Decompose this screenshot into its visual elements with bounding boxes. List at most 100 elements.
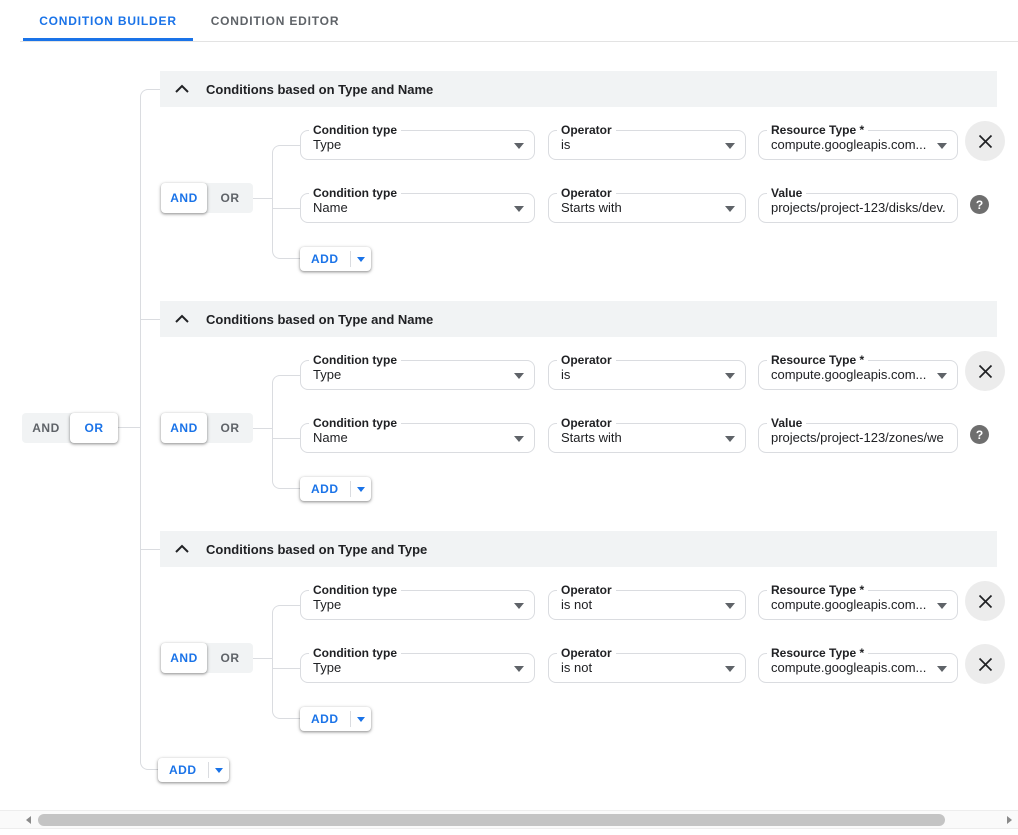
field-label: Operator (557, 583, 616, 597)
operator-select[interactable]: Operator is (548, 123, 746, 160)
condition-row: Condition type Type Operator is not Reso… (0, 644, 1018, 684)
add-button-label: ADD (311, 712, 339, 726)
condition-type-select[interactable]: Condition type Name (300, 186, 535, 223)
chevron-up-icon[interactable] (174, 314, 190, 324)
field-label: Resource Type * (767, 646, 869, 660)
arrow-drop-down-icon[interactable] (209, 758, 229, 782)
group-header[interactable]: Conditions based on Type and Type (160, 531, 997, 567)
tab-label: CONDITION EDITOR (210, 13, 340, 28)
group-header[interactable]: Conditions based on Type and Name (160, 301, 997, 337)
resource-type-select[interactable]: Resource Type * compute.googleapis.com..… (758, 353, 958, 390)
remove-condition-button[interactable] (965, 581, 1005, 621)
field-value: Name (313, 430, 348, 445)
condition-type-select[interactable]: Condition type Type (300, 353, 535, 390)
remove-condition-button[interactable] (965, 351, 1005, 391)
group-header[interactable]: Conditions based on Type and Name (160, 71, 997, 107)
tab-label: CONDITION BUILDER (39, 13, 177, 28)
operator-select[interactable]: Operator is not (548, 646, 746, 683)
arrow-drop-down-icon[interactable] (351, 707, 371, 731)
horizontal-scrollbar[interactable] (0, 810, 1018, 829)
field-label: Resource Type * (767, 123, 869, 137)
remove-condition-button[interactable] (965, 644, 1005, 684)
field-value: compute.googleapis.com... (771, 367, 927, 382)
condition-group: Conditions based on Type and Name AND OR… (0, 301, 1018, 501)
add-condition-button[interactable]: ADD (300, 247, 371, 271)
operator-select[interactable]: Operator Starts with (548, 416, 746, 453)
arrow-drop-down-icon (514, 603, 524, 609)
value-input[interactable]: Value projects/project-123/zones/we (758, 416, 958, 453)
field-label: Condition type (309, 123, 401, 137)
field-value: Type (313, 660, 342, 675)
field-label: Condition type (309, 416, 401, 430)
help-icon[interactable]: ? (970, 195, 989, 214)
add-condition-button[interactable]: ADD (300, 707, 371, 731)
condition-type-select[interactable]: Condition type Type (300, 583, 535, 620)
outer-and-or-toggle: AND OR (22, 413, 118, 443)
field-value: Type (313, 137, 342, 152)
and-toggle-button[interactable]: AND (161, 643, 207, 673)
arrow-drop-down-icon (725, 143, 735, 149)
resource-type-select[interactable]: Resource Type * compute.googleapis.com..… (758, 123, 958, 160)
and-or-toggle: AND OR (161, 183, 253, 213)
field-value: is not (561, 597, 593, 612)
help-icon[interactable]: ? (970, 425, 989, 444)
add-button-label: ADD (311, 252, 339, 266)
field-value: compute.googleapis.com... (771, 597, 927, 612)
condition-row: Condition type Type Operator is Resource… (0, 351, 1018, 391)
field-value: Type (313, 597, 342, 612)
condition-type-select[interactable]: Condition type Type (300, 123, 535, 160)
resource-type-select[interactable]: Resource Type * compute.googleapis.com..… (758, 583, 958, 620)
divider (20, 41, 1018, 42)
condition-row: Condition type Type Operator is not Reso… (0, 581, 1018, 621)
and-toggle-button[interactable]: AND (161, 413, 207, 443)
arrow-drop-down-icon[interactable] (351, 477, 371, 501)
field-value: Type (313, 367, 342, 382)
arrow-drop-down-icon (725, 666, 735, 672)
or-toggle-button[interactable]: OR (220, 191, 240, 205)
operator-select[interactable]: Operator is (548, 353, 746, 390)
arrow-drop-down-icon (514, 143, 524, 149)
resource-type-select[interactable]: Resource Type * compute.googleapis.com..… (758, 646, 958, 683)
and-toggle-button[interactable]: AND (32, 421, 60, 435)
value-input[interactable]: Value projects/project-123/disks/dev. (758, 186, 958, 223)
connector-line (118, 427, 140, 428)
field-label: Operator (557, 646, 616, 660)
or-toggle-button[interactable]: OR (220, 421, 240, 435)
and-toggle-button[interactable]: AND (161, 183, 207, 213)
operator-select[interactable]: Operator is not (548, 583, 746, 620)
and-or-toggle: AND OR (161, 643, 253, 673)
field-label: Condition type (309, 353, 401, 367)
add-group-button[interactable]: ADD (158, 758, 229, 782)
field-label: Value (767, 186, 807, 200)
arrow-drop-down-icon (937, 603, 947, 609)
field-value: compute.googleapis.com... (771, 137, 927, 152)
field-value: Starts with (561, 430, 622, 445)
connector-line (272, 668, 300, 669)
chevron-up-icon[interactable] (174, 84, 190, 94)
field-value: projects/project-123/zones/we (771, 430, 944, 445)
condition-type-select[interactable]: Condition type Name (300, 416, 535, 453)
connector-line (272, 145, 300, 259)
operator-select[interactable]: Operator Starts with (548, 186, 746, 223)
arrow-drop-down-icon[interactable] (351, 247, 371, 271)
group-title: Conditions based on Type and Type (206, 541, 428, 557)
field-label: Operator (557, 123, 616, 137)
chevron-up-icon[interactable] (174, 544, 190, 554)
tab-condition-builder[interactable]: CONDITION BUILDER (23, 0, 193, 41)
scroll-left-arrow-icon[interactable] (26, 816, 31, 824)
add-condition-button[interactable]: ADD (300, 477, 371, 501)
scroll-right-arrow-icon[interactable] (1007, 816, 1012, 824)
field-label: Operator (557, 353, 616, 367)
or-toggle-button[interactable]: OR (220, 651, 240, 665)
tab-condition-editor[interactable]: CONDITION EDITOR (193, 0, 357, 41)
scrollbar-thumb[interactable] (38, 814, 945, 826)
or-toggle-button[interactable]: OR (70, 413, 118, 443)
close-icon (978, 657, 992, 671)
field-value: is not (561, 660, 593, 675)
arrow-drop-down-icon (514, 206, 524, 212)
field-label: Condition type (309, 583, 401, 597)
condition-type-select[interactable]: Condition type Type (300, 646, 535, 683)
remove-condition-button[interactable] (965, 121, 1005, 161)
connector-line (140, 89, 160, 770)
